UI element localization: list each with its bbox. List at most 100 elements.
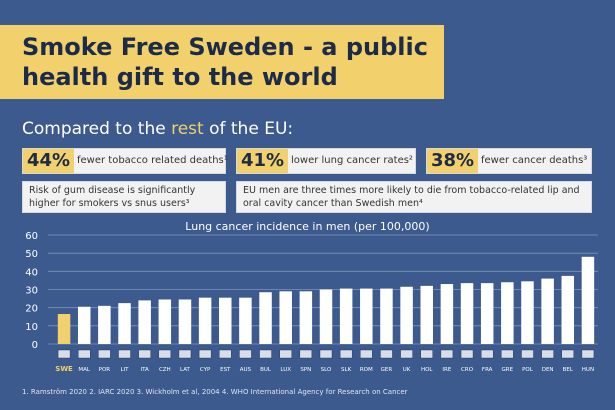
note-line: higher for smokers vs snus users³ [29,198,190,209]
bar-ita [138,300,151,344]
bars [57,256,595,359]
stat-box-lung: 41% lower lung cancer rates² [236,148,416,174]
flag-icon [460,349,474,359]
x-tick-label: BEL [563,367,574,373]
bar-slk [339,288,353,344]
bar-den [541,278,554,344]
flag-icon [541,349,554,359]
y-tick-label: 30 [25,286,38,297]
title-line-2: health gift to the world [22,63,338,91]
x-tick-label: ROM [360,367,373,373]
comparison-highlight: rest [171,119,204,139]
bar-bul [259,292,272,344]
x-tick-label: CRO [461,367,474,373]
x-tick-label: IRE [442,367,451,373]
flag-icon [521,349,534,359]
note-line: EU men are three times more likely to di… [243,185,580,196]
flag-icon [581,349,595,359]
bar-gre [501,282,514,344]
x-tick-label: GER [381,367,393,373]
flag-icon [339,349,353,359]
bar-lat [178,299,192,344]
flag-icon [299,349,313,359]
flag-icon [138,349,151,359]
flag-icon [440,349,454,359]
flag-icon [380,349,393,359]
bar-est [219,297,232,344]
flag-icon [57,349,71,359]
stat-text: fewer tobacco related deaths¹ [77,155,228,166]
stat-text: lower lung cancer rates² [291,155,413,166]
title-line-1: Smoke Free Sweden - a public [22,33,428,61]
flag-icon [198,349,212,359]
x-tick-label: LAT [180,367,191,373]
x-tick-label: GRE [502,367,514,373]
x-tick-label: POR [99,367,111,373]
x-tick-label: HUN [582,367,594,373]
note-gum-disease: Risk of gum disease is significantly hig… [22,181,226,213]
x-tick-label: AUS [240,367,252,373]
flag-icon [259,349,272,359]
x-tick-label: CZH [159,367,171,373]
bar-czh [158,299,172,344]
stat-text: fewer cancer deaths³ [481,155,588,166]
flag-icon [360,349,373,359]
x-tick-label: MAL [78,367,91,373]
stat-box-cancer: 38% fewer cancer deaths³ [426,148,592,174]
flag-icon [561,349,574,359]
x-tick-label: HOL [421,367,433,373]
bar-por [98,305,111,344]
flag-icon [98,349,111,359]
note-oral-cancer: EU men are three times more likely to di… [236,181,592,213]
flag-icon [178,349,192,359]
flag-icon [279,349,292,359]
flag-icon [319,349,333,359]
footnote: 1. Ramström 2020 2. IARC 2020 3. Wickhol… [22,388,408,396]
bar-hol [420,285,433,344]
flag-icon [239,349,252,359]
x-tick-label: SPN [300,367,311,373]
x-tick-label: CYP [200,367,211,373]
x-tick-label: LIT [120,367,129,373]
y-tick-label: 0 [32,340,38,351]
bar-slo [319,289,333,344]
comparison-heading: Compared to the rest of the EU: [22,119,293,139]
flag-icon [501,349,514,359]
stat-box-deaths: 44% fewer tobacco related deaths¹ [22,148,228,174]
x-tick-label: FRA [482,367,493,373]
x-tick-label: EST [220,367,231,373]
flag-icon [480,349,494,359]
y-tick-label: 20 [25,304,38,315]
bar-aus [239,297,252,344]
flag-icon [158,349,172,359]
bar-swe [57,314,71,344]
stat-percent: 41% [237,149,289,173]
stat-percent: 38% [427,149,479,173]
bar-ger [380,288,393,344]
x-tick-label: DEN [542,367,554,373]
x-tick-label: SLK [341,367,352,373]
bar-mal [77,306,91,344]
bar-spn [299,291,313,344]
flag-icon [118,349,131,359]
x-tick-label: SWE [55,365,73,373]
bar-ire [440,284,454,344]
comparison-suffix: of the EU: [203,119,294,139]
y-tick-label: 10 [25,322,38,333]
x-tick-label: UK [403,367,411,373]
x-tick-label: ITA [141,367,150,373]
bar-rom [360,288,373,344]
bar-uk [400,286,413,344]
flag-icon [420,349,433,359]
x-tick-label: POL [522,367,534,373]
bar-cro [460,283,474,344]
note-line: Risk of gum disease is significantly [29,185,196,196]
x-tick-label: BUL [260,367,272,373]
note-line: oral cavity cancer than Swedish men⁴ [243,198,423,209]
bar-cyp [198,297,212,344]
page-title: Smoke Free Sweden - a public health gift… [22,32,442,92]
title-banner [0,25,444,99]
bar-lux [279,291,292,344]
bar-fra [480,283,494,344]
